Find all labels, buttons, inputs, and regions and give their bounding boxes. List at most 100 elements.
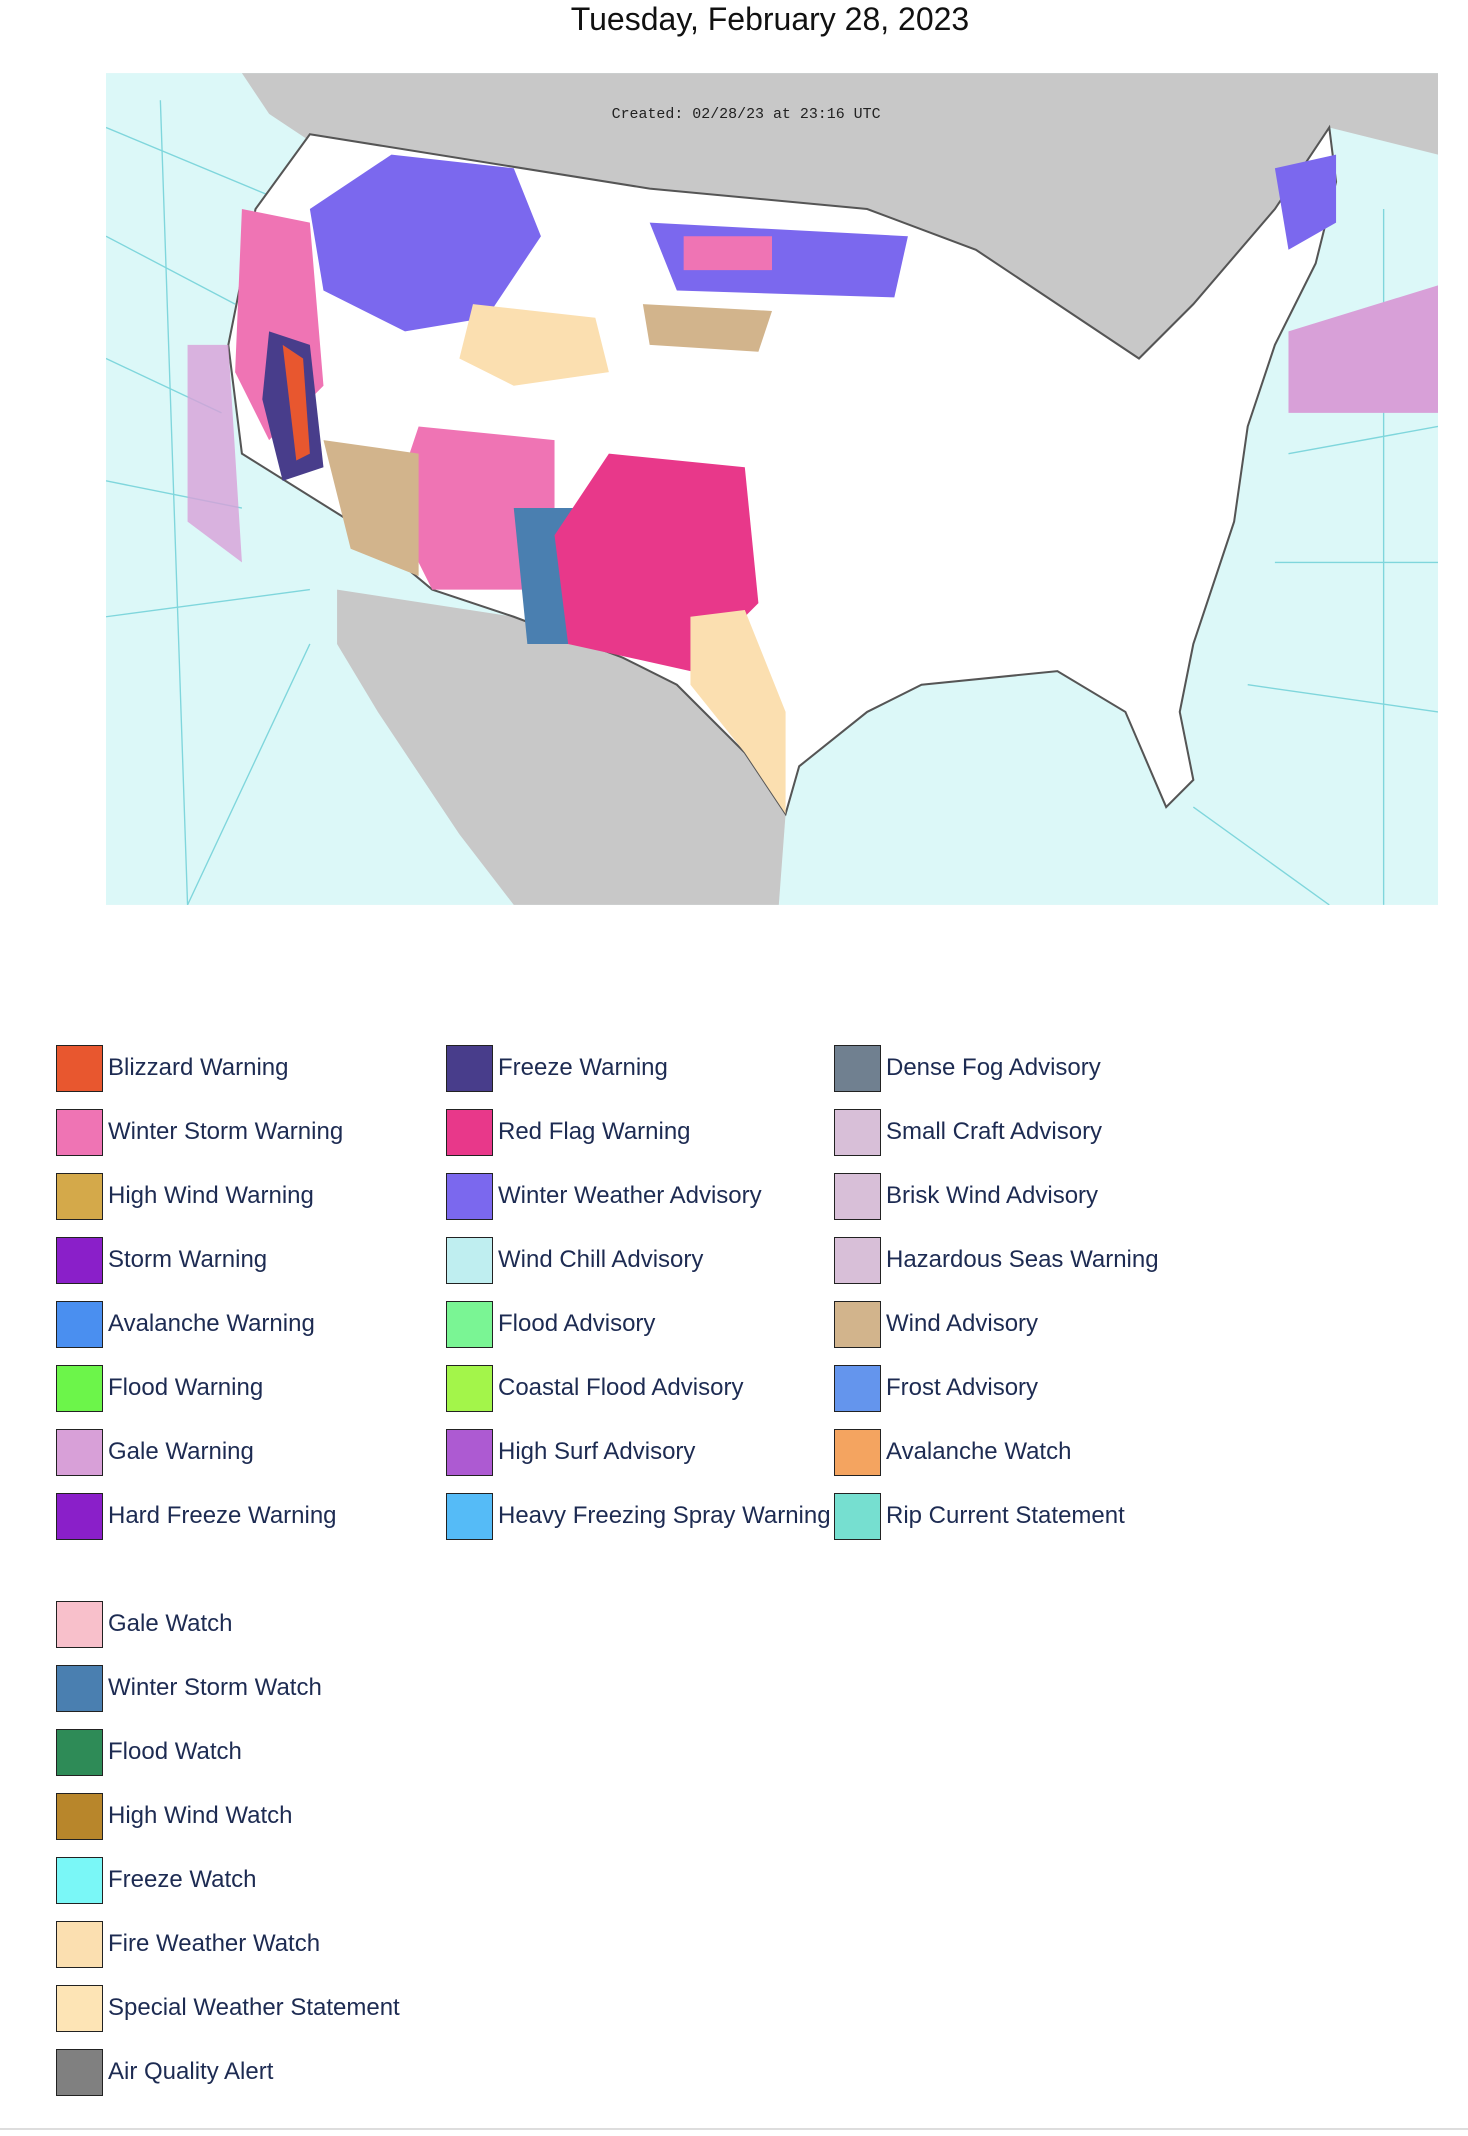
legend-swatch xyxy=(834,1300,881,1348)
legend-item: Flood Watch xyxy=(56,1727,242,1777)
legend-swatch xyxy=(446,1108,493,1156)
legend-item: Flood Warning xyxy=(56,1363,263,1413)
legend-label: Winter Weather Advisory xyxy=(498,1182,762,1209)
legend-swatch xyxy=(56,1236,103,1284)
legend-label: Gale Watch xyxy=(108,1610,233,1637)
legend-swatch xyxy=(56,1108,103,1156)
legend-item: Blizzard Warning xyxy=(56,1043,289,1093)
legend-label: Brisk Wind Advisory xyxy=(886,1182,1099,1209)
legend-swatch xyxy=(56,1984,103,2032)
legend-label: Wind Advisory xyxy=(886,1310,1039,1337)
legend-swatch xyxy=(446,1044,493,1092)
legend-label: Freeze Watch xyxy=(108,1866,257,1893)
legend-label: Storm Warning xyxy=(108,1246,268,1273)
legend-swatch xyxy=(56,1856,103,1904)
legend-swatch xyxy=(56,1172,103,1220)
legend-label: High Wind Watch xyxy=(108,1802,293,1829)
legend-item: Special Weather Statement xyxy=(56,1983,400,2033)
legend-swatch xyxy=(834,1428,881,1476)
legend-swatch xyxy=(446,1428,493,1476)
legend-item: Coastal Flood Advisory xyxy=(446,1363,743,1413)
legend-item: Small Craft Advisory xyxy=(834,1107,1102,1157)
legend-swatch xyxy=(56,1920,103,1968)
legend-label: Special Weather Statement xyxy=(108,1994,400,2021)
legend-swatch xyxy=(56,1492,103,1540)
legend-swatch xyxy=(446,1236,493,1284)
legend-item: High Wind Watch xyxy=(56,1791,293,1841)
legend-item: Wind Chill Advisory xyxy=(446,1235,703,1285)
legend-label: Rip Current Statement xyxy=(886,1502,1125,1529)
legend-swatch xyxy=(834,1044,881,1092)
legend-item: Winter Storm Warning xyxy=(56,1107,343,1157)
bottom-rule xyxy=(0,2128,1468,2130)
legend-swatch xyxy=(446,1300,493,1348)
legend-label: Winter Storm Watch xyxy=(108,1674,322,1701)
legend-swatch xyxy=(56,1792,103,1840)
legend-label: Flood Watch xyxy=(108,1738,242,1765)
hazard-map: Created: 02/28/23 at 23:16 UTC xyxy=(106,73,1438,905)
legend-item: Gale Watch xyxy=(56,1599,233,1649)
united-states xyxy=(227,124,1338,817)
legend-label: Hazardous Seas Warning xyxy=(886,1246,1159,1273)
legend-label: Freeze Warning xyxy=(498,1054,668,1081)
legend-label: Red Flag Warning xyxy=(498,1118,691,1145)
legend-swatch xyxy=(446,1172,493,1220)
legend-item: Avalanche Warning xyxy=(56,1299,315,1349)
legend-label: Blizzard Warning xyxy=(108,1054,289,1081)
legend-swatch xyxy=(56,1364,103,1412)
legend-item: Frost Advisory xyxy=(834,1363,1038,1413)
legend-label: Air Quality Alert xyxy=(108,2058,274,2085)
legend-item: High Surf Advisory xyxy=(446,1427,695,1477)
legend-label: Gale Warning xyxy=(108,1438,254,1465)
legend-item: Flood Advisory xyxy=(446,1299,655,1349)
legend-item: Red Flag Warning xyxy=(446,1107,691,1157)
legend-item: Winter Weather Advisory xyxy=(446,1171,762,1221)
legend-label: Hard Freeze Warning xyxy=(108,1502,337,1529)
legend-item: Avalanche Watch xyxy=(834,1427,1071,1477)
legend-swatch xyxy=(834,1492,881,1540)
legend-item: Wind Advisory xyxy=(834,1299,1038,1349)
page-title: Tuesday, February 28, 2023 xyxy=(570,1,970,37)
legend-label: Coastal Flood Advisory xyxy=(498,1374,744,1401)
legend-swatch xyxy=(834,1364,881,1412)
legend-swatch xyxy=(834,1108,881,1156)
legend-swatch xyxy=(56,1300,103,1348)
legend-item: Rip Current Statement xyxy=(834,1491,1125,1541)
legend-item: Hazardous Seas Warning xyxy=(834,1235,1159,1285)
legend-item: Dense Fog Advisory xyxy=(834,1043,1101,1093)
legend-item: Gale Warning xyxy=(56,1427,254,1477)
legend-label: Winter Storm Warning xyxy=(108,1118,344,1145)
created-stamp: Created: 02/28/23 at 23:16 UTC xyxy=(612,107,881,123)
legend-item: High Wind Warning xyxy=(56,1171,314,1221)
legend-label: Frost Advisory xyxy=(886,1374,1039,1401)
legend-label: Avalanche Warning xyxy=(108,1310,315,1337)
legend-swatch xyxy=(56,1600,103,1648)
legend-item: Hard Freeze Warning xyxy=(56,1491,337,1541)
legend-label: Flood Warning xyxy=(108,1374,264,1401)
legend-label: Dense Fog Advisory xyxy=(886,1054,1101,1081)
legend-label: High Surf Advisory xyxy=(498,1438,696,1465)
legend-label: High Wind Warning xyxy=(108,1182,314,1209)
legend-item: Fire Weather Watch xyxy=(56,1919,320,1969)
legend-item: Air Quality Alert xyxy=(56,2047,273,2097)
legend-item: Brisk Wind Advisory xyxy=(834,1171,1098,1221)
legend-item: Winter Storm Watch xyxy=(56,1663,322,1713)
legend-swatch xyxy=(56,1728,103,1776)
legend-item: Storm Warning xyxy=(56,1235,267,1285)
legend-item: Heavy Freezing Spray Warning xyxy=(446,1491,831,1541)
legend-label: Fire Weather Watch xyxy=(108,1930,321,1957)
legend-swatch xyxy=(56,1428,103,1476)
legend-label: Avalanche Watch xyxy=(886,1438,1072,1465)
legend-item: Freeze Warning xyxy=(446,1043,668,1093)
legend-swatch xyxy=(446,1364,493,1412)
legend-swatch xyxy=(56,2048,103,2096)
legend-swatch xyxy=(834,1236,881,1284)
mexico xyxy=(337,589,786,905)
legend-label: Flood Advisory xyxy=(498,1310,656,1337)
legend-label: Wind Chill Advisory xyxy=(498,1246,704,1273)
canada xyxy=(241,73,1438,359)
alert-areas xyxy=(187,154,1438,814)
legend-label: Small Craft Advisory xyxy=(886,1118,1103,1145)
